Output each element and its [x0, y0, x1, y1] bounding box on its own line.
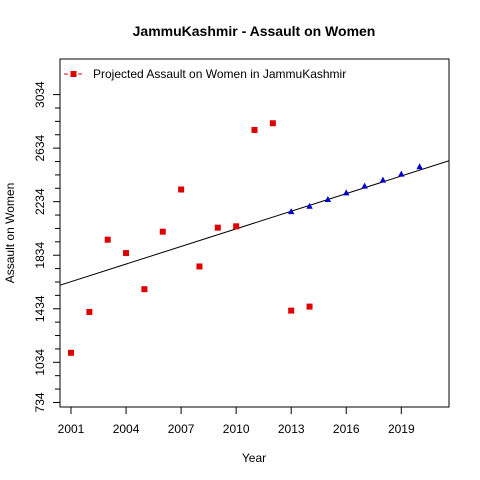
projected-point: [343, 189, 350, 196]
y-tick-label: 1434: [33, 295, 47, 322]
data-point: [178, 186, 185, 193]
x-axis: 2001 2004 2007 2010 2013 2016 2019: [58, 406, 415, 436]
projected-point: [287, 208, 295, 215]
data-point: [104, 236, 111, 243]
data-point: [86, 308, 93, 315]
trend-line-group: [59, 160, 450, 286]
projected-point: [379, 176, 387, 183]
trend-line: [59, 160, 450, 286]
data-point: [159, 228, 166, 235]
chart-title: JammuKashmir - Assault on Women: [133, 23, 376, 39]
y-tick-label: 2634: [33, 134, 47, 161]
data-point: [269, 120, 276, 127]
y-axis-label: Assault on Women: [3, 183, 17, 284]
projected-point: [416, 163, 423, 170]
x-tick-label: 2016: [333, 422, 360, 436]
y-tick-label: 2234: [33, 188, 47, 215]
data-point: [233, 223, 240, 230]
x-tick-label: 2001: [58, 422, 85, 436]
y-tick-label: 3034: [33, 81, 47, 108]
plot-area: [59, 58, 450, 408]
y-tick-label: 734: [33, 392, 47, 412]
data-point: [306, 303, 313, 310]
data-point: [214, 224, 221, 231]
projected-point: [361, 182, 368, 189]
legend-label: Projected Assault on Women in JammuKashm…: [93, 67, 346, 81]
y-tick-label: 1834: [33, 242, 47, 269]
data-point: [251, 126, 258, 133]
data-points: [68, 120, 423, 356]
legend: Projected Assault on Women in JammuKashm…: [64, 67, 346, 81]
projected-point: [306, 202, 313, 209]
y-tick-label: 1034: [33, 349, 47, 376]
data-point: [123, 250, 130, 257]
projected-point: [324, 196, 332, 203]
y-axis: 734 1034 1434 1834 2234 2634 3034: [33, 81, 61, 412]
legend-marker: [70, 71, 77, 77]
data-point: [141, 286, 148, 293]
x-axis-label: Year: [242, 451, 266, 465]
data-point: [196, 263, 203, 270]
x-tick-label: 2004: [113, 422, 140, 436]
x-tick-label: 2010: [223, 422, 250, 436]
x-tick-label: 2007: [168, 422, 195, 436]
projected-point: [398, 170, 405, 177]
data-point: [288, 307, 295, 314]
x-tick-label: 2019: [388, 422, 415, 436]
data-point: [68, 349, 75, 356]
x-tick-label: 2013: [278, 422, 305, 436]
